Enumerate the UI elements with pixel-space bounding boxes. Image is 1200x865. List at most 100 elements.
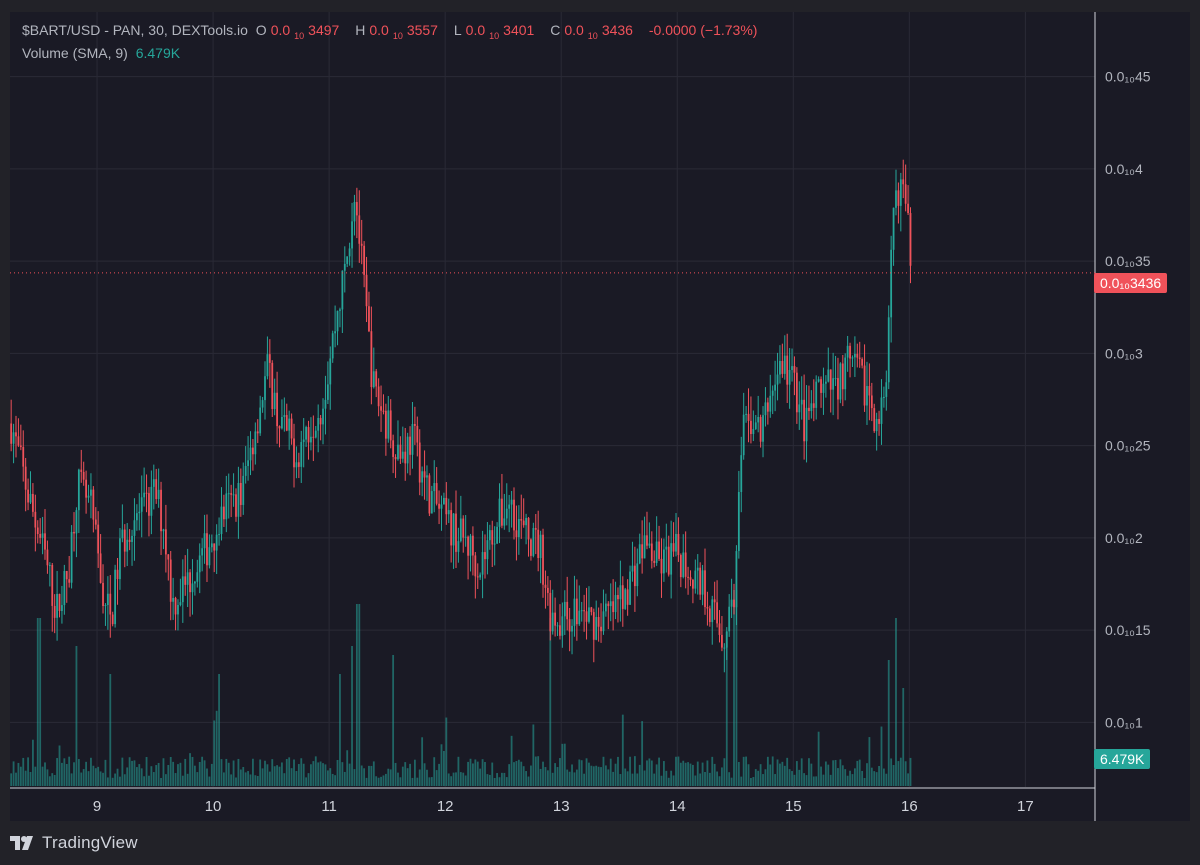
candlestick-chart[interactable]: 0.0₁₀1 0.0₁₀15 0.0₁₀2 0.0₁₀25 0.0₁₀3 0.0₁₀35 0… xyxy=(10,12,1190,821)
candle-body xyxy=(82,471,85,480)
tradingview-logo-icon[interactable] xyxy=(10,835,36,851)
candle-body xyxy=(539,534,542,559)
candle-body xyxy=(658,541,660,559)
candle-body xyxy=(689,577,692,580)
volume-bar xyxy=(167,764,170,786)
candle-body xyxy=(273,392,276,410)
volume-bar xyxy=(443,750,445,786)
candle-body xyxy=(179,602,182,605)
candle-body xyxy=(791,366,793,370)
volume-bar xyxy=(568,771,571,786)
volume-bar xyxy=(12,761,15,786)
candle-body xyxy=(56,593,58,618)
volume-bar xyxy=(501,772,503,786)
candle-body xyxy=(730,599,733,607)
volume-bar xyxy=(679,762,682,786)
volume-bar xyxy=(290,768,293,786)
candle-body xyxy=(237,482,240,517)
volume-bar xyxy=(148,775,150,786)
candle-body xyxy=(198,555,201,573)
candle-body xyxy=(808,407,810,412)
volume-bar xyxy=(694,775,697,786)
volume-bar xyxy=(65,763,68,786)
candle-body xyxy=(148,493,150,516)
candle-body xyxy=(375,371,378,387)
volume-bar xyxy=(692,764,694,786)
candle-body xyxy=(331,333,334,359)
candle-body xyxy=(46,549,49,566)
candle-body xyxy=(544,584,547,588)
candle-body xyxy=(63,570,66,606)
volume-bar xyxy=(128,757,131,786)
y-tick-label: 0.0₁₀35 xyxy=(1105,253,1151,269)
volume-bar xyxy=(505,777,508,786)
chart-frame[interactable]: 0.0₁₀1 0.0₁₀15 0.0₁₀2 0.0₁₀25 0.0₁₀3 0.0₁₀35 0… xyxy=(10,12,1190,821)
tradingview-brand[interactable]: TradingView xyxy=(42,833,138,852)
candle-body xyxy=(892,207,895,250)
candle-body xyxy=(880,397,883,424)
candle-body xyxy=(201,548,204,556)
symbol-label: $BART/USD - PAN, 30, DEXTools.io xyxy=(22,22,248,38)
volume-bar xyxy=(372,761,375,786)
volume-bar xyxy=(571,764,573,786)
candle-body xyxy=(155,479,158,500)
volume-bar xyxy=(544,767,547,786)
candle-body xyxy=(423,471,426,478)
volume-bar xyxy=(48,776,51,786)
candle-body xyxy=(15,432,17,437)
candle-body xyxy=(215,534,218,551)
candle-body xyxy=(404,451,407,464)
candle-body xyxy=(745,413,747,415)
candle-body xyxy=(36,527,39,534)
candle-body xyxy=(19,445,22,447)
candle-body xyxy=(126,539,129,552)
candle-body xyxy=(588,607,590,622)
candle-body xyxy=(716,602,718,624)
volume-bar xyxy=(534,756,537,786)
candle-body xyxy=(795,372,798,413)
volume-bar xyxy=(300,758,303,786)
volume-bar xyxy=(281,762,283,786)
candle-body xyxy=(633,565,636,587)
volume-bar xyxy=(244,772,247,786)
candle-body xyxy=(48,565,51,567)
volume-bar xyxy=(363,768,366,786)
candle-body xyxy=(822,383,825,393)
volume-bar xyxy=(583,773,586,786)
candle-body xyxy=(501,498,503,526)
volume-bar xyxy=(563,743,566,786)
volume-bar xyxy=(106,777,109,786)
candle-body xyxy=(302,439,305,443)
y-tick-label: 0.0₁₀45 xyxy=(1105,69,1151,85)
candle-body xyxy=(104,605,107,607)
candle-body xyxy=(851,357,854,359)
volume-bar xyxy=(155,765,158,786)
candle-body xyxy=(817,379,820,382)
volume-bar xyxy=(138,764,141,786)
open-value: 0.0 xyxy=(270,22,291,38)
volume-bar xyxy=(114,773,117,786)
volume-bar xyxy=(822,774,825,786)
volume-bar xyxy=(882,768,885,786)
volume-bar xyxy=(237,758,240,786)
volume-bar xyxy=(389,769,392,786)
candle-body xyxy=(503,518,506,526)
volume-bar xyxy=(92,765,95,786)
candle-body xyxy=(459,518,462,542)
candle-body xyxy=(873,408,876,432)
candle-body xyxy=(895,190,897,208)
candle-body xyxy=(757,416,760,423)
candle-body xyxy=(121,529,124,539)
volume-bar xyxy=(573,772,576,786)
volume-bar xyxy=(711,756,714,786)
volume-bar xyxy=(152,772,155,786)
volume-bar xyxy=(786,757,789,786)
candle-body xyxy=(97,524,100,554)
candle-body xyxy=(409,436,411,455)
candle-body xyxy=(135,513,138,521)
volume-legend: Volume (SMA, 9) 6.479K xyxy=(22,45,184,61)
volume-bar xyxy=(317,762,320,786)
volume-bar xyxy=(111,777,114,786)
volume-bar xyxy=(351,646,353,786)
volume-bar xyxy=(329,768,332,786)
